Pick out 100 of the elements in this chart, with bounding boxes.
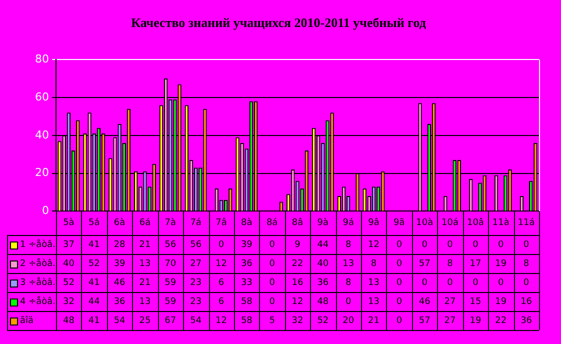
data-label: 16 — [520, 296, 532, 307]
data-label: 32 — [292, 316, 304, 326]
x-tick-label: 6á — [139, 216, 151, 228]
data-label: 15 — [470, 296, 482, 307]
data-label: 22 — [495, 316, 507, 326]
data-label: 13 — [342, 258, 354, 269]
x-tick-label: 11á — [518, 216, 535, 228]
x-tick-label: 9à — [317, 216, 329, 228]
data-label: 0 — [498, 240, 504, 250]
data-label: 0 — [472, 240, 479, 250]
data-label: 0 — [422, 278, 428, 288]
data-label: 70 — [164, 258, 176, 269]
x-tick-label: 9ã — [394, 218, 405, 228]
data-label: 8 — [345, 240, 352, 250]
data-label: 0 — [269, 278, 276, 288]
data-label: 0 — [472, 278, 479, 288]
data-label: 12 — [292, 296, 304, 307]
data-label: 41 — [88, 278, 100, 288]
data-label: 58 — [240, 316, 253, 326]
data-label: 56 — [190, 240, 202, 250]
data-label: 17 — [470, 258, 482, 269]
data-label: 8 — [345, 278, 352, 288]
data-label: 39 — [114, 258, 126, 269]
data-label: 0 — [523, 240, 530, 250]
legend-label: 4 ÷åòâ. — [20, 296, 56, 307]
data-label: 36 — [240, 258, 253, 269]
data-label: 54 — [114, 316, 126, 326]
x-tick-label: 6à — [114, 216, 126, 228]
chart-title: Качество знаний учащихся 2010-2011 учебный год — [131, 15, 426, 30]
data-label: 0 — [422, 240, 428, 250]
data-label: 25 — [139, 316, 151, 326]
data-label: 19 — [470, 316, 482, 326]
data-label: 19 — [495, 296, 507, 307]
data-label: 8 — [523, 258, 530, 269]
data-label: 58 — [240, 296, 253, 307]
data-label: 21 — [139, 278, 151, 288]
data-label: 52 — [62, 278, 74, 288]
x-tick-label: 10â — [466, 216, 484, 228]
data-label: 0 — [396, 258, 402, 269]
data-label: 44 — [317, 240, 329, 250]
x-tick-label: 7â — [216, 216, 227, 228]
x-tick-label: 9á — [342, 216, 354, 228]
data-label: 13 — [368, 278, 380, 288]
data-label: 12 — [368, 240, 380, 250]
data-label: 27 — [444, 316, 456, 326]
data-label: 0 — [523, 278, 530, 288]
data-label: 22 — [292, 258, 304, 269]
data-label: 0 — [447, 240, 454, 250]
data-label: 40 — [62, 258, 75, 269]
data-label: 40 — [317, 258, 329, 269]
x-tick-label: 11à — [492, 216, 510, 228]
data-label: 48 — [317, 296, 329, 307]
data-label: 0 — [498, 278, 504, 288]
data-label: 48 — [62, 316, 75, 326]
data-label: 0 — [269, 258, 276, 269]
data-label: 13 — [139, 258, 151, 269]
data-label: 23 — [190, 278, 202, 288]
data-label: 36 — [114, 296, 126, 307]
legend-label: 3 ÷åòâ. — [20, 276, 56, 288]
data-label: 0 — [396, 240, 402, 250]
data-label: 8 — [447, 258, 454, 269]
y-tick-label: 60 — [35, 90, 49, 104]
data-label: 19 — [495, 258, 507, 269]
data-label: 0 — [447, 278, 454, 288]
data-label: 54 — [190, 316, 202, 326]
data-label: 0 — [218, 240, 224, 250]
x-tick-label: 7à — [164, 216, 176, 228]
y-tick-label: 20 — [35, 166, 49, 180]
data-label: 28 — [114, 240, 126, 250]
data-label: 37 — [62, 240, 74, 250]
x-tick-label: 9â — [368, 216, 380, 228]
data-label: 12 — [216, 258, 227, 269]
x-tick-label: 10à — [416, 216, 434, 228]
y-tick-label: 40 — [35, 128, 49, 142]
data-label: 52 — [88, 258, 100, 269]
data-label: 39 — [240, 240, 253, 250]
data-label: 56 — [164, 240, 176, 250]
data-label: 6 — [218, 278, 224, 288]
y-tick-label: 0 — [42, 204, 49, 218]
data-label: 9 — [294, 240, 301, 250]
x-tick-label: 10á — [442, 216, 459, 228]
data-label: 20 — [342, 316, 354, 326]
data-label: 52 — [317, 316, 329, 326]
x-tick-label: 7á — [190, 216, 202, 228]
data-label: 36 — [520, 316, 532, 326]
data-label: 59 — [164, 296, 176, 307]
legend-label: ãîä — [20, 314, 34, 326]
data-label: 57 — [418, 316, 430, 326]
x-tick-label: 8à — [241, 216, 252, 228]
data-label: 16 — [292, 278, 304, 288]
data-label: 32 — [62, 296, 74, 307]
data-label: 59 — [164, 278, 176, 288]
data-label: 27 — [190, 258, 202, 269]
data-label: 6 — [218, 296, 224, 307]
data-label: 0 — [269, 296, 276, 307]
data-label: 13 — [139, 296, 151, 307]
x-tick-label: 5à — [63, 216, 74, 228]
data-label: 0 — [396, 278, 402, 288]
data-label: 13 — [368, 296, 380, 307]
data-label: 41 — [88, 316, 100, 326]
